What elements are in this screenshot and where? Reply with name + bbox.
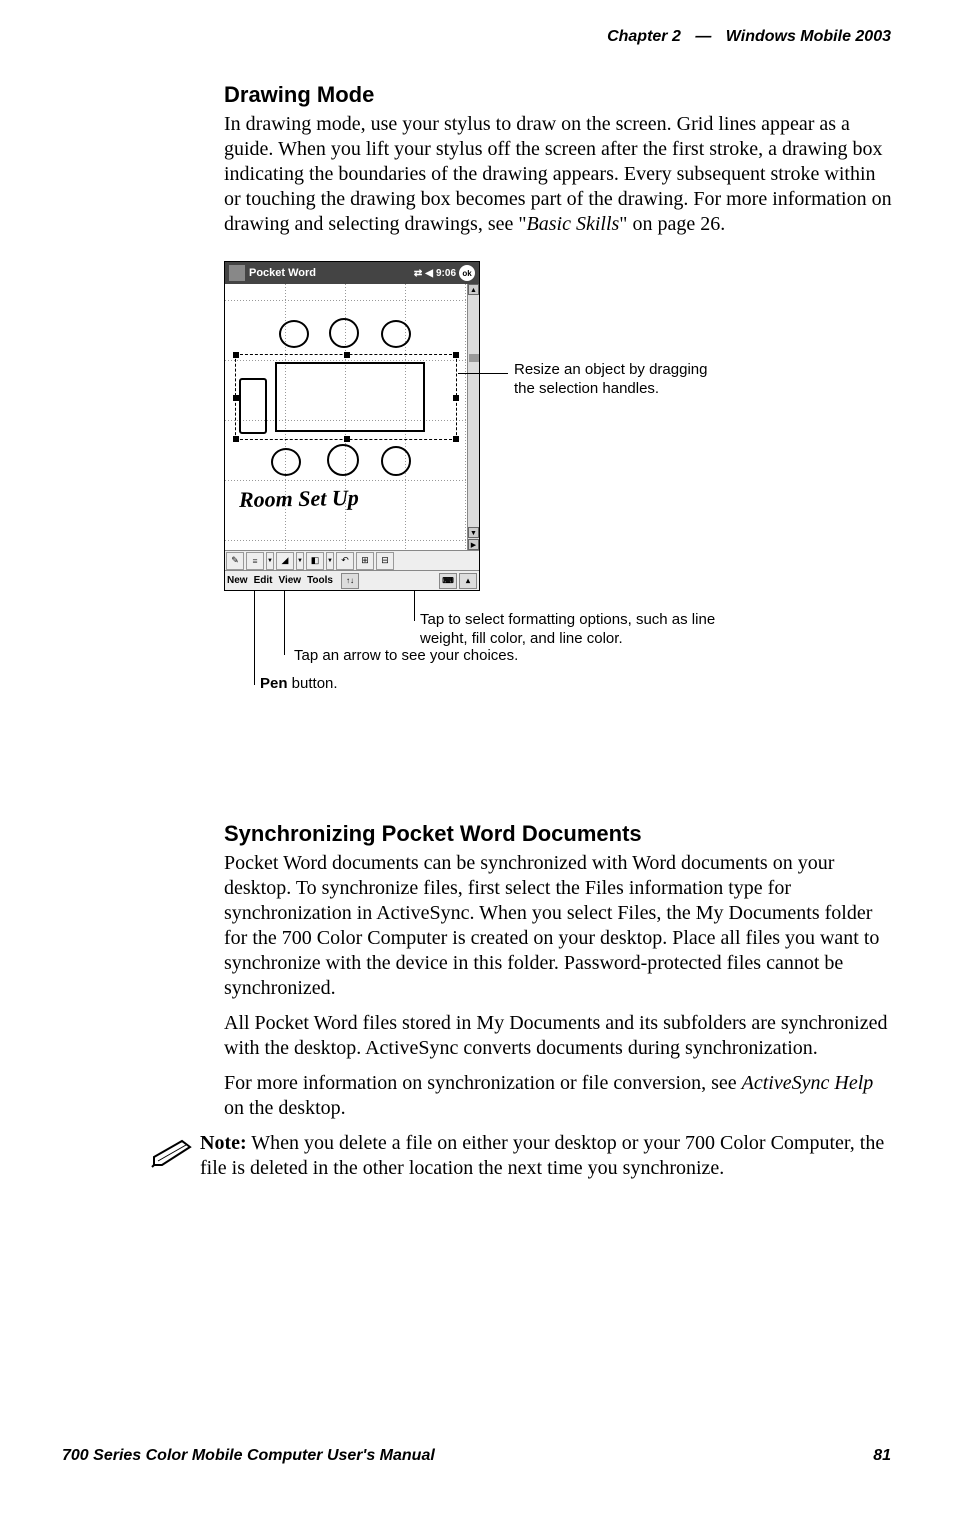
selection-handle[interactable] — [453, 352, 459, 358]
ok-button[interactable]: ok — [459, 265, 475, 281]
callout-line — [284, 591, 285, 655]
sip-arrow[interactable]: ▴ — [459, 573, 477, 589]
header-dash: — — [695, 28, 711, 45]
status-icons: ⇄ ◀ 9:06 — [414, 268, 456, 279]
selection-handle[interactable] — [233, 352, 239, 358]
handwriting-text: Room Set Up — [239, 485, 359, 513]
vertical-scrollbar[interactable]: ▲ ▼ ▶ — [467, 284, 479, 550]
note-text: Note: When you delete a file on either y… — [200, 1131, 894, 1181]
pen-button[interactable]: ✎ — [226, 552, 244, 570]
circle-shape — [381, 320, 411, 348]
manual-title: 700 Series Color Mobile Computer User's … — [62, 1447, 435, 1465]
undo-button[interactable]: ↶ — [336, 552, 354, 570]
menu-view[interactable]: View — [278, 575, 301, 586]
scroll-down-arrow[interactable]: ▼ — [468, 527, 479, 538]
chapter-label: Chapter — [607, 28, 667, 45]
sync-title: Synchronizing Pocket Word Documents — [224, 821, 894, 847]
sync-p3: For more information on synchronization … — [224, 1071, 894, 1121]
circle-shape — [327, 444, 359, 476]
note-icon — [150, 1135, 200, 1174]
line-color-arrow[interactable]: ▼ — [296, 552, 304, 570]
note-body: When you delete a file on either your de… — [200, 1132, 884, 1179]
line-weight-button[interactable]: ≡ — [246, 552, 264, 570]
line-color-button[interactable]: ◢ — [276, 552, 294, 570]
fill-color-button[interactable]: ◧ — [306, 552, 324, 570]
note-label: Note: — [200, 1132, 247, 1154]
line-weight-arrow[interactable]: ▼ — [266, 552, 274, 570]
drawing-canvas[interactable]: Room Set Up ▲ ▼ ▶ — [225, 284, 479, 550]
scroll-up-arrow[interactable]: ▲ — [468, 284, 479, 295]
main-content: Drawing Mode In drawing mode, use your s… — [224, 82, 894, 1191]
selection-handle[interactable] — [233, 436, 239, 442]
drawing-mode-title: Drawing Mode — [224, 82, 894, 108]
pen-label-bold: Pen — [260, 675, 288, 692]
keyboard-button[interactable]: ⌨ — [439, 573, 457, 589]
fill-color-arrow[interactable]: ▼ — [326, 552, 334, 570]
start-icon[interactable] — [229, 265, 245, 281]
callout-line — [254, 591, 255, 685]
callout-formatting: Tap to select formatting options, such a… — [420, 611, 720, 649]
chapter-number: 2 — [672, 28, 681, 45]
callout-line — [414, 591, 415, 621]
menu-bar: New Edit View Tools ↑↓ ⌨ ▴ — [225, 570, 479, 590]
sync-p3b: on the desktop. — [224, 1097, 346, 1119]
speaker-icon: ◀ — [425, 268, 433, 279]
menu-edit[interactable]: Edit — [254, 575, 273, 586]
page-number: 81 — [873, 1447, 891, 1465]
scroll-right-arrow[interactable]: ▶ — [468, 539, 479, 550]
callout-pen: Pen button. — [260, 675, 338, 694]
formatting-toolbar: ✎ ≡ ▼ ◢ ▼ ◧ ▼ ↶ ⊞ ⊟ — [225, 550, 479, 570]
format-button[interactable]: ⊞ — [356, 552, 374, 570]
menu-new[interactable]: New — [227, 575, 248, 586]
selection-handle[interactable] — [453, 436, 459, 442]
circle-shape — [381, 446, 411, 476]
rectangle-shape — [239, 378, 267, 434]
circle-shape — [329, 318, 359, 348]
page-header: Chapter 2 — Windows Mobile 2003 — [607, 28, 891, 46]
note-block: Note: When you delete a file on either y… — [224, 1131, 894, 1191]
sync-p1: Pocket Word documents can be synchronize… — [224, 851, 894, 1001]
callout-arrow: Tap an arrow to see your choices. — [294, 647, 518, 666]
activesync-help-ref: ActiveSync Help — [742, 1072, 874, 1094]
connectivity-icon: ⇄ — [414, 268, 422, 279]
format-button-2[interactable]: ⊟ — [376, 552, 394, 570]
screenshot-figure: Pocket Word ⇄ ◀ 9:06 ok — [224, 261, 894, 741]
app-title: Pocket Word — [249, 267, 316, 279]
clock-time: 9:06 — [436, 268, 456, 279]
selection-handle[interactable] — [344, 436, 350, 442]
pen-label-rest: button. — [288, 675, 338, 692]
menu-tools[interactable]: Tools — [307, 575, 333, 586]
callout-resize: Resize an object by dragging the selecti… — [514, 361, 724, 399]
sync-p3a: For more information on synchronization … — [224, 1072, 742, 1094]
drawing-mode-body: In drawing mode, use your stylus to draw… — [224, 112, 894, 237]
callout-line — [458, 373, 508, 374]
title-bar: Pocket Word ⇄ ◀ 9:06 ok — [225, 262, 479, 284]
selection-handle[interactable] — [344, 352, 350, 358]
header-title: Windows Mobile 2003 — [726, 28, 891, 45]
body-text-1b: " on page 26. — [619, 213, 725, 235]
pocket-word-screenshot: Pocket Word ⇄ ◀ 9:06 ok — [224, 261, 480, 591]
circle-shape — [271, 448, 301, 476]
basic-skills-ref: Basic Skills — [527, 213, 620, 235]
scroll-thumb[interactable] — [469, 354, 479, 362]
page-footer: 700 Series Color Mobile Computer User's … — [62, 1447, 891, 1465]
rectangle-shape — [275, 362, 425, 432]
sync-p2: All Pocket Word files stored in My Docum… — [224, 1011, 894, 1061]
toggle-toolbar-button[interactable]: ↑↓ — [341, 573, 359, 589]
selection-handle[interactable] — [453, 395, 459, 401]
circle-shape — [279, 320, 309, 348]
